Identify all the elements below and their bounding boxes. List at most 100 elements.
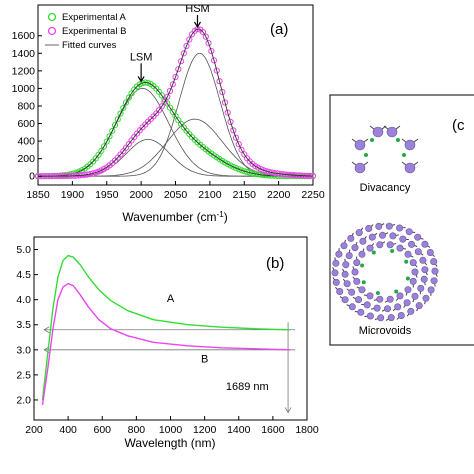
x-tick-label: 1200 bbox=[193, 424, 217, 436]
hydrogen-atom bbox=[402, 153, 406, 157]
panel-b-label: (b) bbox=[266, 255, 284, 272]
fitted-sum-0 bbox=[38, 82, 313, 177]
atom bbox=[357, 308, 365, 316]
x-tick-label: 800 bbox=[128, 424, 146, 436]
atom bbox=[422, 294, 430, 302]
cutoff-arrowhead bbox=[284, 407, 292, 414]
atom bbox=[354, 139, 366, 151]
annotation: B bbox=[201, 353, 208, 365]
data-point bbox=[109, 127, 116, 134]
data-point bbox=[180, 50, 187, 57]
atom bbox=[366, 292, 374, 300]
data-point bbox=[210, 57, 218, 64]
legend-marker-a bbox=[47, 12, 57, 22]
divacancy-caption: Divacancy bbox=[360, 182, 411, 194]
data-point bbox=[260, 167, 267, 174]
y-tick-label: 600 bbox=[17, 118, 35, 130]
atom bbox=[368, 233, 376, 241]
atom bbox=[341, 296, 349, 304]
panel-a-series bbox=[34, 26, 317, 180]
atom bbox=[332, 278, 340, 286]
data-point bbox=[221, 99, 229, 106]
atom bbox=[359, 237, 367, 245]
data-point bbox=[265, 168, 273, 175]
data-point bbox=[241, 168, 248, 175]
panel-a-ticks: 1850 1900 1950 2000 2050 2100 2150 2200 2250 0 200… bbox=[12, 30, 325, 201]
hydrogen-atom bbox=[361, 280, 366, 285]
reference-arrowhead bbox=[43, 326, 50, 334]
atom bbox=[394, 303, 402, 311]
data-point bbox=[224, 109, 231, 116]
legend-marker-b bbox=[47, 26, 57, 36]
data-point bbox=[227, 118, 234, 126]
atom bbox=[373, 304, 381, 312]
x-tick-label: 2050 bbox=[164, 189, 188, 201]
atom bbox=[396, 244, 404, 252]
atom bbox=[427, 286, 435, 294]
data-point bbox=[208, 48, 215, 55]
atom bbox=[331, 269, 339, 277]
x-tick-label: 1800 bbox=[295, 424, 319, 436]
x-tick-label: 2250 bbox=[301, 189, 325, 201]
atom bbox=[404, 286, 412, 294]
atom bbox=[387, 314, 395, 322]
atom bbox=[415, 302, 423, 310]
data-point bbox=[238, 146, 245, 153]
y-tick-label: 1400 bbox=[12, 48, 36, 60]
data-point bbox=[213, 67, 220, 74]
atom bbox=[348, 303, 356, 311]
atom bbox=[426, 249, 434, 257]
atom bbox=[353, 277, 361, 285]
panel-a-label: (a) bbox=[270, 21, 288, 38]
atom bbox=[345, 252, 353, 260]
data-point bbox=[232, 165, 240, 172]
atom bbox=[409, 259, 417, 267]
data-point bbox=[246, 169, 253, 176]
hydrogen-atom bbox=[370, 138, 374, 142]
atom bbox=[351, 268, 359, 276]
annotation-arrowhead bbox=[193, 21, 202, 29]
atom bbox=[332, 259, 340, 267]
y-tick-label: 5.0 bbox=[16, 244, 31, 256]
panel-b-reference-lines bbox=[43, 322, 296, 414]
x-tick-label: 1950 bbox=[95, 189, 119, 201]
atom bbox=[353, 259, 361, 267]
data-point bbox=[95, 168, 102, 175]
atom bbox=[430, 277, 438, 285]
atom bbox=[386, 241, 394, 249]
legend-label-b: Experimental B bbox=[62, 26, 126, 37]
data-point bbox=[100, 143, 108, 150]
panel-c-label: (c bbox=[452, 117, 465, 134]
atom bbox=[404, 162, 416, 174]
hydrogen-atom bbox=[405, 276, 410, 281]
panel-b-xlabel: Wavelength (nm) bbox=[125, 436, 216, 450]
data-point bbox=[238, 167, 245, 174]
atom bbox=[430, 258, 438, 266]
data-point bbox=[125, 94, 132, 101]
atom bbox=[355, 229, 363, 237]
panel-c-frame bbox=[329, 94, 474, 346]
atom bbox=[396, 292, 404, 300]
data-point bbox=[186, 36, 193, 43]
atom bbox=[376, 295, 384, 303]
fitted-curve-1 bbox=[38, 138, 313, 177]
data-point bbox=[98, 147, 105, 154]
annotation: A bbox=[167, 293, 175, 305]
atom bbox=[372, 126, 384, 138]
atom bbox=[386, 295, 394, 303]
y-tick-label: 0 bbox=[29, 171, 35, 183]
panel-a-fitted-curves bbox=[38, 53, 313, 177]
fitted-curve-3 bbox=[38, 118, 313, 177]
atom bbox=[375, 222, 383, 230]
panel-b: 200 400 600 800 1000 1200 1400 1600 1800 2.0 2.5 3.… bbox=[16, 236, 319, 450]
hydrogen-atom bbox=[360, 263, 365, 268]
atom bbox=[407, 240, 415, 248]
x-tick-label: 2200 bbox=[267, 189, 291, 201]
data-point bbox=[172, 73, 179, 81]
data-point bbox=[232, 134, 240, 141]
data-point bbox=[166, 87, 174, 95]
atom bbox=[363, 301, 371, 309]
y-tick-label: 2.5 bbox=[16, 369, 31, 381]
atom bbox=[351, 244, 359, 252]
panel-b-annotations: A B 1689 nm bbox=[167, 293, 269, 393]
